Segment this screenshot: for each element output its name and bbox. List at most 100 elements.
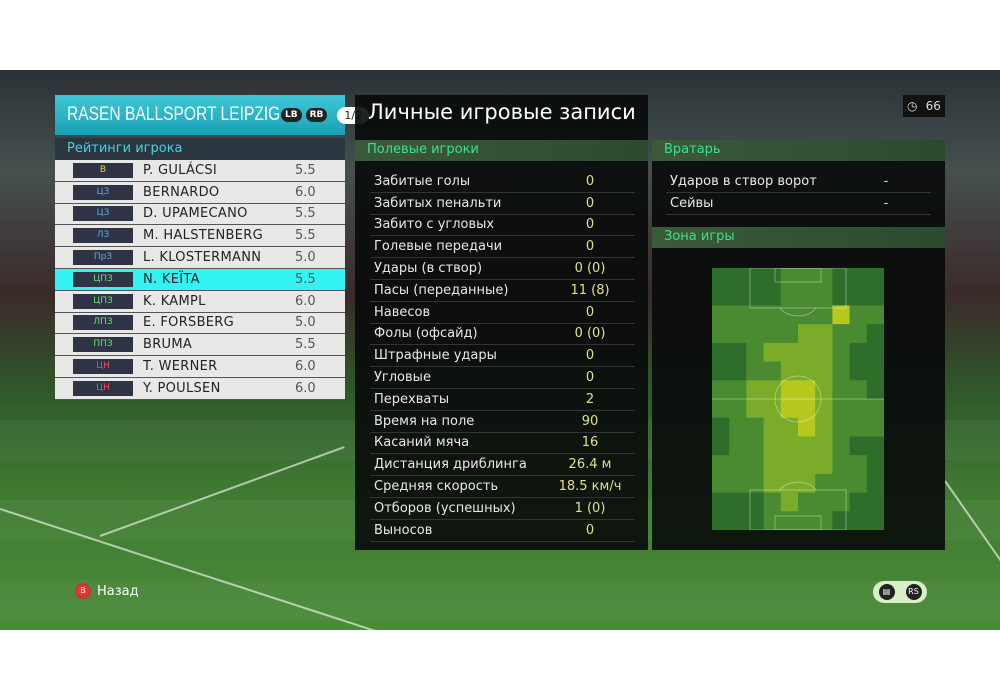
heat-cell	[763, 305, 782, 325]
heat-cell	[763, 268, 782, 288]
heat-cell	[815, 417, 833, 437]
player-row[interactable]: ЦПЗ N. KEÏTA 5.5	[55, 268, 345, 291]
heat-cell	[746, 399, 765, 419]
player-row[interactable]: ЛЗ M. HALSTENBERG 5.5	[55, 225, 345, 248]
player-name: BERNARDO	[143, 184, 220, 200]
heat-cell	[798, 268, 816, 288]
heat-cell	[712, 380, 730, 400]
field-stats-panel	[355, 95, 648, 550]
position-badge: ЦЗ	[73, 184, 133, 200]
stat-value: 90	[581, 413, 599, 429]
heat-cell	[815, 268, 833, 288]
heat-cell	[815, 342, 833, 363]
heat-cell	[763, 324, 782, 344]
heat-cell	[849, 342, 868, 363]
player-row[interactable]: В P. GULÁCSI 5.5	[55, 160, 345, 182]
stat-value: 11 (8)	[570, 282, 610, 298]
stat-value: 0	[585, 217, 595, 233]
heat-cell	[849, 455, 868, 475]
stat-value: 0	[585, 522, 595, 538]
stat-label: Дистанция дриблинга	[374, 457, 527, 473]
heat-cell	[798, 324, 816, 344]
heat-cell	[798, 380, 816, 400]
team-name: RASEN BALLSPORT LEIPZIG	[67, 104, 281, 125]
timer: ◷ 66	[903, 95, 945, 117]
rs-icon[interactable]: RS	[905, 584, 922, 600]
position-badge: ЦН	[73, 359, 133, 375]
heat-cell	[729, 324, 747, 344]
heat-cell	[849, 473, 868, 494]
timer-value: 66	[925, 99, 941, 113]
heat-cell	[712, 436, 730, 456]
player-rating: 6.0	[295, 293, 316, 309]
player-rating: 5.5	[295, 271, 316, 287]
page-title: Личные игровые записи	[368, 100, 636, 124]
chat-icon[interactable]: ▤	[878, 584, 895, 600]
player-name: N. KEÏTA	[143, 271, 200, 287]
heat-cell	[712, 399, 730, 419]
player-rating: 5.5	[295, 206, 316, 222]
stat-label: Удары (в створ)	[374, 261, 483, 277]
player-rating: 5.5	[295, 162, 316, 178]
stat-row: Фолы (офсайд) 0 (0)	[370, 324, 635, 346]
heat-cell	[798, 361, 816, 381]
heat-cell	[798, 455, 816, 475]
heat-cell	[780, 417, 799, 437]
player-row[interactable]: ЦЗ BERNARDO 6.0	[55, 181, 345, 204]
heat-cell	[798, 473, 816, 494]
clock-icon: ◷	[907, 99, 918, 113]
heat-cell	[780, 399, 799, 419]
heat-cell	[763, 286, 782, 306]
heat-cell	[815, 380, 833, 400]
pitch-marking	[779, 481, 817, 491]
heat-cell	[746, 286, 765, 306]
stat-value: 0	[585, 239, 595, 255]
heat-cell	[849, 417, 868, 437]
stat-row: Время на поле 90	[370, 411, 635, 433]
stat-row: Удары (в створ) 0 (0)	[370, 258, 635, 280]
player-row[interactable]: ЦЗ D. UPAMECANO 5.5	[55, 203, 345, 226]
heat-cell	[798, 436, 816, 456]
stat-row: Средняя скорость 18.5 км/ч	[370, 476, 635, 498]
heat-cell	[780, 286, 799, 306]
heat-cell	[866, 380, 884, 400]
heat-cell	[849, 286, 868, 306]
keeper-header: Вратарь	[652, 140, 945, 161]
player-row[interactable]: ЦН T. WERNER 6.0	[55, 356, 345, 378]
heat-cell	[712, 342, 730, 363]
player-rating: 6.0	[295, 380, 316, 396]
player-name: BRUMA	[143, 337, 193, 353]
pitch-marking	[774, 375, 822, 423]
team-header: RASEN BALLSPORT LEIPZIG LB RB 1/2	[55, 95, 370, 135]
stat-row: Отборов (успешных) 1 (0)	[370, 498, 635, 520]
heat-cell	[866, 268, 884, 288]
player-row[interactable]: ЦПЗ K. KAMPL 6.0	[55, 290, 345, 313]
player-row[interactable]: ПрЗ L. KLOSTERMANN 5.0	[55, 247, 345, 269]
back-button[interactable]: B Назад	[75, 583, 139, 599]
lb-button[interactable]: LB	[281, 108, 302, 122]
stat-row: Штрафные удары 0	[370, 345, 635, 368]
stat-row: Дистанция дриблинга 26.4 м	[370, 454, 635, 477]
heat-cell	[712, 286, 730, 306]
heat-cell	[866, 324, 884, 344]
stat-row: Ударов в створ ворот -	[666, 171, 931, 193]
stat-value: 1 (0)	[574, 500, 606, 516]
heat-cell	[832, 286, 851, 306]
player-rating: 5.5	[295, 228, 316, 244]
heat-cell	[849, 361, 868, 381]
heat-cell	[866, 473, 884, 494]
player-row[interactable]: ЛПЗ E. FORSBERG 5.0	[55, 312, 345, 335]
heat-cell	[815, 473, 833, 494]
heat-cell	[746, 455, 765, 475]
player-row[interactable]: ЦН Y. POULSEN 6.0	[55, 377, 345, 400]
zone-header: Зона игры	[652, 227, 945, 248]
heat-cell	[712, 361, 730, 381]
rb-button[interactable]: RB	[305, 108, 328, 122]
heat-cell	[832, 492, 851, 512]
player-row[interactable]: ППЗ BRUMA 5.5	[55, 334, 345, 357]
position-badge: ЦПЗ	[73, 293, 133, 309]
position-badge: ПрЗ	[73, 250, 133, 266]
heat-cell	[780, 342, 799, 363]
heat-cell	[780, 492, 799, 512]
stat-label: Угловые	[374, 370, 431, 386]
